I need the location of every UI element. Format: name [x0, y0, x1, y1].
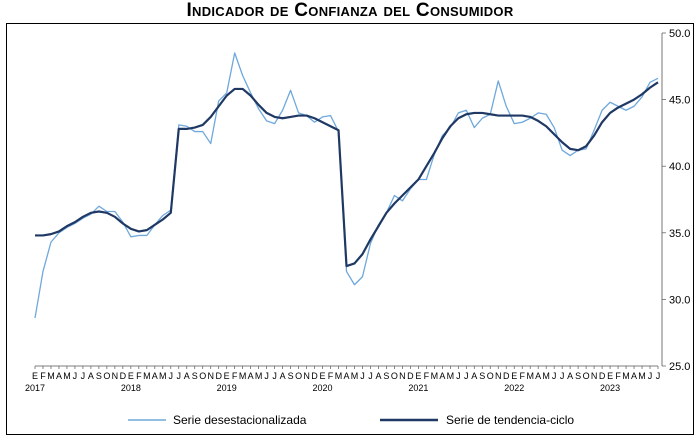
x-tick-label: D [120, 371, 127, 381]
x-tick-label: F [40, 371, 46, 381]
legend-label-desestacionalizada: Serie desestacionalizada [173, 413, 307, 427]
x-tick-label: S [383, 371, 389, 381]
x-tick-label: D [311, 371, 318, 381]
x-tick-label: N [207, 371, 214, 381]
x-tick-label: M [542, 371, 550, 381]
x-tick-label: O [487, 371, 494, 381]
x-tick-label: F [232, 371, 238, 381]
x-tick-label: E [415, 371, 421, 381]
y-tick-label: 45.0 [669, 95, 690, 107]
x-tick-label: E [224, 371, 230, 381]
x-tick-label: O [103, 371, 110, 381]
x-tick-label: M [526, 371, 534, 381]
x-tick-label: N [495, 371, 502, 381]
year-label: 2017 [25, 383, 45, 393]
x-tick-label: A [88, 371, 94, 381]
x-tick-label: M [159, 371, 167, 381]
x-tick-label: M [143, 371, 151, 381]
x-tick-label: O [391, 371, 398, 381]
x-tick-label: A [184, 371, 190, 381]
x-tick-label: O [199, 371, 206, 381]
x-tick-label: F [615, 371, 621, 381]
year-label: 2020 [313, 383, 333, 393]
x-tick-label: S [192, 371, 198, 381]
x-tick-label: D [599, 371, 606, 381]
x-tick-label: E [607, 371, 613, 381]
x-tick-label: A [248, 371, 254, 381]
x-tick-label: J [648, 371, 653, 381]
x-tick-label: F [519, 371, 525, 381]
x-tick-label: E [511, 371, 517, 381]
x-tick-label: S [288, 371, 294, 381]
x-tick-label: F [136, 371, 142, 381]
y-tick-label: 50.0 [669, 28, 690, 40]
series-tendencia-ciclo-line [35, 81, 659, 268]
x-tick-label: J [360, 371, 365, 381]
x-tick-label: S [96, 371, 102, 381]
x-tick-label: J [81, 371, 86, 381]
legend-label-tendencia-ciclo: Serie de tendencia-ciclo [446, 413, 574, 427]
x-tick-label: M [255, 371, 263, 381]
x-tick-label: S [575, 371, 581, 381]
y-tick-label: 35.0 [669, 228, 690, 240]
year-label: 2021 [408, 383, 428, 393]
x-tick-label: A [535, 371, 541, 381]
x-tick-label: M [447, 371, 455, 381]
x-tick-label: M [239, 371, 247, 381]
x-tick-label: A [567, 371, 573, 381]
x-tick-label: N [112, 371, 119, 381]
x-tick-label: E [32, 371, 38, 381]
chart-frame [6, 23, 694, 435]
x-tick-label: F [424, 371, 430, 381]
x-tick-label: M [47, 371, 55, 381]
x-tick-label: A [56, 371, 62, 381]
x-tick-label: J [264, 371, 269, 381]
x-tick-label: A [631, 371, 637, 381]
x-tick-label: A [152, 371, 158, 381]
x-tick-label: A [343, 371, 349, 381]
y-tick-label: 25.0 [669, 361, 690, 373]
x-tick-label: N [303, 371, 310, 381]
x-tick-label: S [479, 371, 485, 381]
x-tick-label: J [560, 371, 565, 381]
x-tick-label: M [431, 371, 439, 381]
x-tick-label: J [656, 371, 661, 381]
year-label: 2023 [600, 383, 620, 393]
series-desestacionalizada-line [34, 52, 659, 319]
x-tick-label: M [622, 371, 630, 381]
year-label: 2022 [504, 383, 524, 393]
x-tick-label: M [638, 371, 646, 381]
x-tick-label: D [215, 371, 222, 381]
x-tick-label: J [552, 371, 557, 381]
x-tick-label: J [456, 371, 461, 381]
x-tick-label: N [399, 371, 406, 381]
y-tick-label: 30.0 [669, 294, 690, 306]
x-tick-label: J [272, 371, 277, 381]
chart-title: Indicador de Confianza del Consumidor [186, 0, 514, 21]
year-label: 2018 [121, 383, 141, 393]
x-tick-label: A [471, 371, 477, 381]
x-tick-label: M [335, 371, 343, 381]
x-tick-label: F [328, 371, 334, 381]
x-tick-label: J [73, 371, 78, 381]
x-tick-label: A [439, 371, 445, 381]
x-tick-label: J [464, 371, 469, 381]
x-tick-label: M [63, 371, 71, 381]
x-tick-label: J [169, 371, 174, 381]
x-tick-label: O [583, 371, 590, 381]
x-tick-label: D [407, 371, 414, 381]
x-tick-label: M [351, 371, 359, 381]
x-tick-label: A [280, 371, 286, 381]
x-tick-label: E [128, 371, 134, 381]
x-tick-label: D [503, 371, 510, 381]
x-tick-label: J [368, 371, 373, 381]
x-tick-label: N [591, 371, 598, 381]
x-tick-label: E [320, 371, 326, 381]
x-tick-label: J [177, 371, 182, 381]
year-label: 2019 [217, 383, 237, 393]
x-tick-label: A [375, 371, 381, 381]
x-tick-label: O [295, 371, 302, 381]
y-tick-label: 40.0 [669, 161, 690, 173]
